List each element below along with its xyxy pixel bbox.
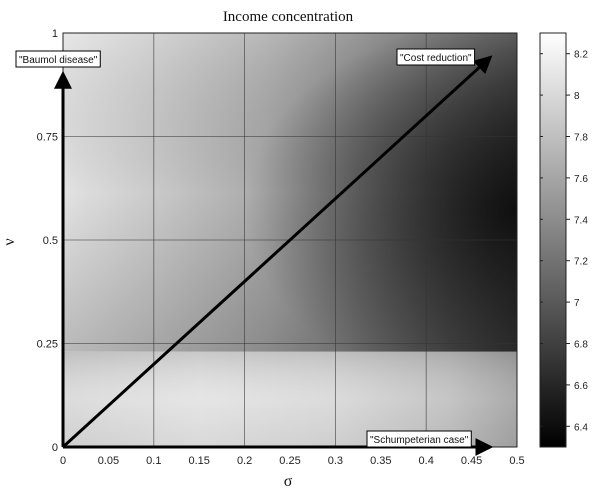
- colorbar-tick-label: 7: [574, 298, 580, 309]
- annotation-arrow: [61, 55, 493, 449]
- annotation-box-frame: [366, 430, 472, 448]
- y-tick-label: 0.5: [43, 235, 58, 247]
- colorbar-tick-label: 6.8: [574, 340, 588, 351]
- annotation-text: "Cost reduction": [400, 53, 472, 64]
- x-tick-label: 0.35: [370, 455, 391, 467]
- x-tick-label: 0.5: [509, 455, 524, 467]
- x-tick-label: 0.45: [461, 455, 482, 467]
- annotation-labels: "Baumol disease" "Cost reduction" "Schumpe…: [15, 48, 476, 448]
- annotation-box-frame: [15, 50, 101, 68]
- colorbar-tick-label: 6.6: [574, 381, 588, 392]
- annotation-box-frame: [396, 48, 476, 66]
- y-tick-labels: 0 0.25 0.5 0.75 1: [37, 28, 58, 454]
- y-axis-label: ν: [1, 238, 18, 245]
- annotation-box: "Schumpeterian case": [366, 430, 472, 448]
- colorbar: [539, 32, 567, 448]
- colorbar-tick-label: 7.6: [574, 174, 588, 185]
- x-tick-label: 0.05: [98, 455, 119, 467]
- y-tick-label: 0: [52, 442, 58, 454]
- annotation-text: "Schumpeterian case": [370, 435, 469, 446]
- annotation-text: "Baumol disease": [19, 55, 98, 66]
- colorbar-tick-label: 6.4: [574, 422, 588, 433]
- x-tick-label: 0.3: [328, 455, 343, 467]
- colorbar-tick-label: 8.2: [574, 50, 588, 61]
- x-tick-labels: 0 0.05 0.1 0.15 0.2 0.25 0.3 0.35 0.4 0.45 0.5: [60, 455, 525, 467]
- chart-title: Income concentration: [223, 9, 354, 25]
- y-tick-label: 0.75: [37, 132, 58, 144]
- x-tick-label: 0.4: [419, 455, 434, 467]
- y-tick-label: 1: [52, 28, 58, 40]
- x-axis-label: σ: [284, 473, 293, 490]
- grid-lines: [63, 33, 517, 447]
- x-tick-label: 0: [60, 455, 66, 467]
- colorbar-tick-label: 7.8: [574, 133, 588, 144]
- x-tick-label: 0.15: [188, 455, 209, 467]
- y-tick-label: 0.25: [37, 339, 58, 351]
- x-tick-label: 0.2: [237, 455, 252, 467]
- x-tick-label: 0.1: [146, 455, 161, 467]
- colorbar-tick-label: 8: [574, 91, 580, 102]
- colorbar-ticks: 6.4 6.6 6.8 7 7.2 7.4 7.6 7.8 8 8.2: [540, 50, 588, 433]
- x-tick-label: 0.25: [279, 455, 300, 467]
- annotation-box: "Cost reduction": [396, 48, 476, 66]
- colorbar-tick-label: 7.4: [574, 215, 588, 226]
- heatmap-field: [63, 33, 517, 447]
- annotation-box: "Baumol disease": [15, 50, 101, 68]
- heatmap-dark-corner: [63, 33, 517, 352]
- colorbar-tick-label: 7.2: [574, 257, 588, 268]
